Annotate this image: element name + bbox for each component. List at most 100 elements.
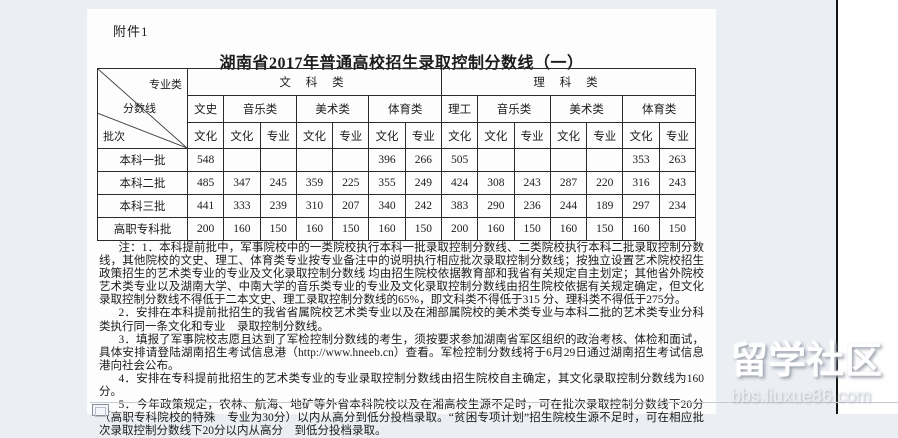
- score-cell: [549, 148, 588, 172]
- score-cell: 239: [259, 194, 297, 218]
- score-cell: 207: [332, 194, 370, 218]
- score-cell: 359: [295, 171, 334, 195]
- score-cell: 308: [477, 171, 515, 195]
- header-row-columns: 文化 文化 专业 文化 专业 文化 专业 文化 文化 专业 文化 专业 文化 专…: [98, 122, 697, 149]
- column-header: 专业: [259, 122, 297, 149]
- document-page: 附件1 湖南省2017年普通高校招生录取控制分数线（一） 专业类 分数线 批次 …: [87, 9, 716, 437]
- notes-section: 注：1．本科提前批中，军事院校中的一类院校执行本科一批录取控制分数线、二类院校执…: [99, 242, 704, 438]
- batch-label: 高职专科批: [97, 217, 188, 241]
- header-row-groups: 专业类 分数线 批次 文 科 类 理 科 类: [97, 68, 697, 149]
- table-row: 本科二批 485 347 245 359 225 355 249 424 308 243 287 220…: [97, 171, 697, 195]
- score-cell: 150: [332, 217, 370, 241]
- diagonal-corner-cell: 专业类 分数线 批次: [97, 68, 188, 149]
- score-cell: 263: [658, 148, 697, 172]
- note-paragraph: 4．安排在专科提前批招生的艺术类专业的专业录取控制分数线由招生院校自主确定，其文…: [99, 372, 704, 399]
- score-cell: 200: [186, 217, 225, 241]
- score-cell: 225: [332, 171, 370, 195]
- score-cell: 383: [440, 194, 479, 218]
- score-cell: 220: [586, 171, 624, 195]
- column-header: 文化: [186, 122, 225, 149]
- score-cell: 160: [368, 217, 406, 241]
- note-paragraph: 5．今年政策规定，农林、航海、地矿等外省本科院校以及在湘高校生源不足时，可在批次…: [99, 399, 704, 438]
- score-cell: 150: [586, 217, 624, 241]
- score-cell: 150: [259, 217, 297, 241]
- score-cell: 290: [477, 194, 515, 218]
- column-header: 文化: [549, 122, 588, 149]
- note-paragraph: 3．填报了军事院校志愿且达到了军检控制分数线的考生，须按要求参加湖南省军区组织的…: [99, 333, 704, 372]
- column-header: 文化: [368, 122, 406, 149]
- score-cell: [332, 148, 370, 172]
- corner-label-major: 专业类: [149, 79, 182, 91]
- score-cell: 244: [549, 194, 588, 218]
- score-cell: 347: [223, 171, 261, 195]
- score-cell: 249: [404, 171, 442, 195]
- score-cell: [295, 148, 334, 172]
- score-cell: 160: [295, 217, 334, 241]
- note-paragraph: 2．安排在本科提前批招生的我省省属院校艺术类专业以及在湘部属院校的美术类专业与本…: [99, 307, 704, 333]
- right-margin-panel: [838, 0, 898, 414]
- batch-label: 本科二批: [97, 171, 188, 195]
- table-row: 高职专科批 200 160 150 160 150 160 150 200 160 150 160 15…: [97, 217, 697, 241]
- subgroup-header: 理工: [440, 95, 479, 123]
- score-cell: [586, 148, 624, 172]
- cropped-page-fragment: [92, 404, 109, 417]
- group-header-liberal-arts: 文 科 类: [187, 68, 442, 96]
- subgroup-header: 音乐类: [477, 95, 551, 123]
- score-cell: 396: [368, 148, 406, 172]
- score-cell: 160: [549, 217, 588, 241]
- score-cell: 316: [622, 171, 660, 195]
- corner-label-scoreline: 分数线: [123, 103, 156, 115]
- page-title: 湖南省2017年普通高校招生录取控制分数线（一）: [219, 55, 584, 72]
- subgroup-header: 美术类: [295, 95, 370, 123]
- score-cell: 505: [440, 148, 479, 172]
- table-row: 本科一批 548 396 266 505 353 263: [97, 148, 697, 172]
- column-header: 专业: [513, 122, 551, 149]
- subgroup-header: 文史: [186, 95, 225, 123]
- score-cell: 548: [186, 148, 225, 172]
- column-header: 专业: [332, 122, 370, 149]
- score-cell: 150: [404, 217, 442, 241]
- score-cell: 160: [477, 217, 515, 241]
- score-cell: 243: [513, 171, 551, 195]
- column-header: 专业: [586, 122, 624, 149]
- score-cell: 353: [622, 148, 660, 172]
- subgroup-header: 体育类: [622, 95, 696, 123]
- score-cell: 150: [658, 217, 697, 241]
- score-cell: [223, 148, 261, 172]
- score-cell: 297: [622, 194, 660, 218]
- score-cell: 441: [186, 194, 225, 218]
- score-cell: 287: [549, 171, 588, 195]
- attachment-label: 附件1: [113, 24, 149, 39]
- score-table: 专业类 分数线 批次 文 科 类 理 科 类 文史 音乐类 美术类 体育类 理工…: [97, 68, 697, 241]
- score-cell: 424: [440, 171, 479, 195]
- subgroup-header: 美术类: [549, 95, 624, 123]
- score-cell: 243: [658, 171, 697, 195]
- score-cell: 355: [368, 171, 406, 195]
- score-cell: [477, 148, 515, 172]
- score-cell: 340: [368, 194, 406, 218]
- score-cell: 160: [223, 217, 261, 241]
- score-cell: 200: [440, 217, 479, 241]
- page-edge-divider: [836, 0, 838, 414]
- column-header: 文化: [477, 122, 515, 149]
- table-row: 本科三批 441 333 239 310 207 340 242 383 290 236 244 189…: [97, 194, 697, 218]
- note-paragraph: 注：1．本科提前批中，军事院校中的一类院校执行本科一批录取控制分数线、二类院校执…: [99, 242, 704, 307]
- column-header: 专业: [658, 122, 697, 149]
- column-header: 文化: [223, 122, 261, 149]
- subgroup-header: 音乐类: [223, 95, 297, 123]
- score-cell: [513, 148, 551, 172]
- score-table-body: 本科一批 548 396 266 505 353 263 本科二批 485 347 245 359 22…: [97, 148, 697, 241]
- column-header: 文化: [295, 122, 334, 149]
- score-cell: 236: [513, 194, 551, 218]
- corner-label-batch: 批次: [103, 131, 125, 143]
- header-row-subgroups: 文史 音乐类 美术类 体育类 理工 音乐类 美术类 体育类: [98, 95, 696, 123]
- diagonal-lines: [98, 69, 187, 148]
- score-cell: [259, 148, 297, 172]
- score-cell: 234: [658, 194, 697, 218]
- score-cell: 189: [586, 194, 624, 218]
- batch-label: 本科一批: [97, 148, 188, 172]
- batch-label: 本科三批: [97, 194, 188, 218]
- score-cell: 485: [186, 171, 225, 195]
- score-table-head: 专业类 分数线 批次 文 科 类 理 科 类 文史 音乐类 美术类 体育类 理工…: [97, 68, 697, 149]
- subgroup-header: 体育类: [368, 95, 442, 123]
